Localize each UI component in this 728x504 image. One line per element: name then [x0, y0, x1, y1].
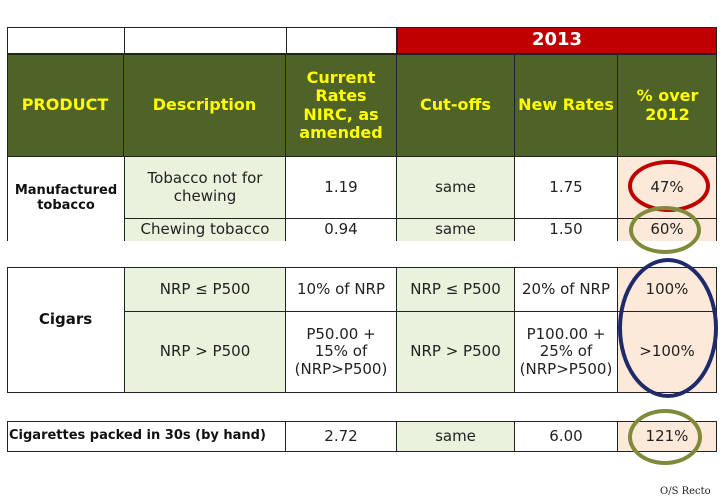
header-product: PRODUCT: [7, 54, 124, 157]
header-row: [7, 54, 717, 157]
cigarettes-new-rate: 6.00: [515, 422, 618, 451]
row1-description: Tobacco not for chewing: [124, 157, 286, 219]
header-pct-over: % over 2012: [636, 86, 699, 124]
header-new-rates: New Rates: [515, 54, 618, 157]
row2-description: Chewing tobacco: [124, 219, 286, 241]
highlight-circle-121: [628, 409, 702, 465]
cigarettes-current: 2.72: [286, 422, 397, 451]
cigar-row2-current: P50.00 + 15% of (NRP>P500): [286, 312, 397, 392]
row2-new-rate: 1.50: [515, 219, 618, 241]
cigar-row2-cutoff: NRP > P500: [397, 312, 515, 392]
row1-new-rate: 1.75: [515, 157, 618, 219]
highlight-circle-47: [628, 160, 710, 212]
cigar-row1-cutoff: NRP ≤ P500: [397, 268, 515, 312]
cigar-row2-new-rate: P100.00 + 25% of (NRP>P500): [515, 312, 618, 392]
top-strip-current: [286, 27, 397, 54]
row2-cutoff: same: [397, 219, 515, 241]
cigar-row1-current: 10% of NRP: [286, 268, 397, 312]
product-cigars: Cigars: [38, 310, 93, 329]
year-banner: 2013: [397, 27, 717, 54]
row1-cutoff: same: [397, 157, 515, 219]
footer-credit: O/S Recto: [660, 486, 711, 497]
cigar-row1-new-rate: 20% of NRP: [515, 268, 618, 312]
header-current-rates: Current Rates NIRC, as amended: [286, 54, 397, 157]
top-strip-description: [124, 27, 286, 54]
cigarettes-cutoff: same: [397, 422, 515, 451]
header-description: Description: [124, 54, 286, 157]
cigar-row2-description: NRP > P500: [124, 312, 286, 392]
row2-current: 0.94: [286, 219, 397, 241]
cigar-row1-description: NRP ≤ P500: [124, 268, 286, 312]
highlight-circle-60: [629, 206, 701, 254]
top-strip-product: [7, 27, 124, 54]
cigarettes-row-border: [7, 421, 717, 452]
highlight-circle-cigars: [618, 258, 718, 398]
product-manufactured: Manufactured tobacco: [7, 157, 124, 241]
year-banner-text: 2013: [531, 29, 583, 51]
row1-current: 1.19: [286, 157, 397, 219]
product-cigarettes: Cigarettes packed in 30s (by hand): [7, 422, 286, 451]
header-cutoffs: Cut-offs: [397, 54, 515, 157]
